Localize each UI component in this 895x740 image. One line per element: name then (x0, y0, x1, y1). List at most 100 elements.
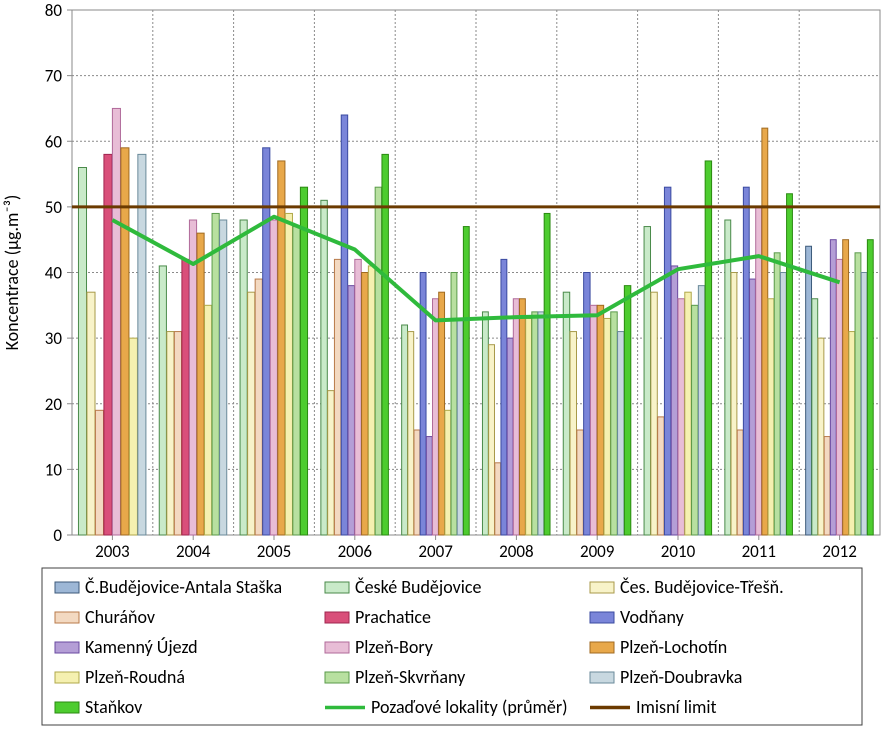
bar-cb-tresn (731, 273, 737, 536)
legend-label: Plzeň-Lochotín (620, 636, 727, 658)
bar-cb-tresn (651, 292, 657, 535)
y-tick-label: 60 (45, 131, 63, 152)
bar-plzen-doub (698, 286, 704, 535)
bar-plzen-doub (138, 154, 146, 535)
y-tick-label: 30 (45, 328, 63, 349)
x-tick-label: 2010 (661, 541, 696, 562)
legend-label: Plzeň-Skvrňany (355, 666, 466, 688)
y-tick-label: 70 (45, 66, 63, 87)
legend-label: České Budějovice (355, 576, 481, 598)
bar-plzen-roud (685, 292, 691, 535)
bar-plzen-skvr (611, 312, 617, 535)
bar-vodnany (743, 187, 749, 535)
legend-swatch (55, 672, 79, 683)
bar-plzen-bory (590, 305, 596, 535)
x-tick-label: 2004 (176, 541, 211, 562)
bar-churanov (824, 437, 830, 535)
legend-label: Imisní limit (636, 696, 717, 718)
bar-plzen-roud (445, 410, 451, 535)
bar-plzen-bory (355, 259, 361, 535)
x-tick-label: 2003 (95, 541, 129, 562)
bar-cb (812, 299, 818, 535)
bar-stankov (787, 194, 793, 535)
bar-stankov (867, 240, 873, 535)
bar-plzen-roud (129, 338, 137, 535)
bar-vodnany (341, 115, 347, 535)
legend-swatch (55, 702, 79, 713)
bar-churanov (414, 430, 420, 535)
y-tick-label: 40 (45, 263, 63, 284)
bar-prachatice (182, 259, 189, 535)
bar-cb (644, 227, 650, 535)
bar-vodnany (584, 273, 590, 536)
bar-kamenny (348, 286, 354, 535)
bar-cb-tresn (489, 345, 495, 535)
bar-stankov (463, 227, 469, 535)
legend-label: Prachatice (355, 606, 431, 628)
bar-churanov (174, 332, 181, 535)
legend-label: Č.Budějovice-Antala Staška (85, 576, 282, 598)
bar-churanov (658, 417, 664, 535)
bar-stankov (300, 187, 307, 535)
bar-cb (78, 168, 86, 536)
legend-swatch (325, 612, 349, 623)
legend-label: Staňkov (85, 696, 142, 718)
legend-swatch (55, 612, 79, 623)
x-tick-label: 2008 (499, 541, 533, 562)
bar-plzen-bory (837, 259, 843, 535)
bar-cb-tresn (570, 332, 576, 535)
bar-cb (402, 325, 408, 535)
bar-plzen-loch (762, 128, 768, 535)
legend-label: Vodňany (620, 606, 685, 628)
bar-plzen-doub (780, 273, 786, 536)
legend-swatch (55, 582, 79, 593)
bar-plzen-loch (439, 292, 445, 535)
x-tick-label: 2011 (742, 541, 776, 562)
legend-swatch (55, 642, 79, 653)
bar-plzen-skvr (774, 253, 780, 535)
bar-plzen-roud (526, 318, 532, 535)
bar-plzen-roud (205, 305, 212, 535)
bar-cb-tresn (248, 292, 255, 535)
bar-cb (321, 200, 327, 535)
bar-vodnany (664, 187, 670, 535)
bar-churanov (95, 410, 103, 535)
legend-swatch (325, 672, 349, 683)
bar-vodnany (501, 259, 507, 535)
bar-plzen-skvr (212, 213, 219, 535)
bar-stankov (705, 161, 711, 535)
bar-plzen-bory (189, 220, 196, 535)
bar-plzen-bory (433, 299, 439, 535)
x-tick-label: 2006 (338, 541, 373, 562)
bar-plzen-doub (220, 220, 227, 535)
bar-plzen-roud (768, 299, 774, 535)
bar-cb (159, 266, 166, 535)
bar-stankov (544, 213, 550, 535)
bar-plzen-skvr (532, 312, 538, 535)
legend-swatch (325, 582, 349, 593)
y-tick-label: 50 (45, 197, 63, 218)
bar-churanov (577, 430, 583, 535)
bar-plzen-loch (197, 233, 204, 535)
bar-plzen-roud (368, 266, 374, 535)
bar-plzen-bory (270, 220, 277, 535)
bar-plzen-loch (519, 299, 525, 535)
bar-plzen-doub (457, 318, 463, 535)
legend-swatch (325, 642, 349, 653)
bar-plzen-doub (861, 273, 867, 536)
bar-plzen-roud (604, 318, 610, 535)
bar-plzen-skvr (855, 253, 861, 535)
legend-label: Pozaďové lokality (průměr) (371, 696, 568, 718)
legend-swatch (590, 642, 614, 653)
legend-label: Plzeň-Doubravka (620, 666, 742, 688)
bar-cb-tresn (167, 332, 174, 535)
legend-swatch (590, 612, 614, 623)
bar-kamenny (426, 437, 432, 535)
bar-churanov (255, 279, 262, 535)
y-tick-label: 80 (45, 0, 63, 21)
bar-plzen-roud (285, 213, 292, 535)
bar-plzen-skvr (692, 305, 698, 535)
chart-svg: 01020304050607080Koncentrace (μg.m⁻³)200… (0, 0, 895, 735)
bar-plzen-bory (678, 299, 684, 535)
bar-plzen-doub (538, 312, 544, 535)
